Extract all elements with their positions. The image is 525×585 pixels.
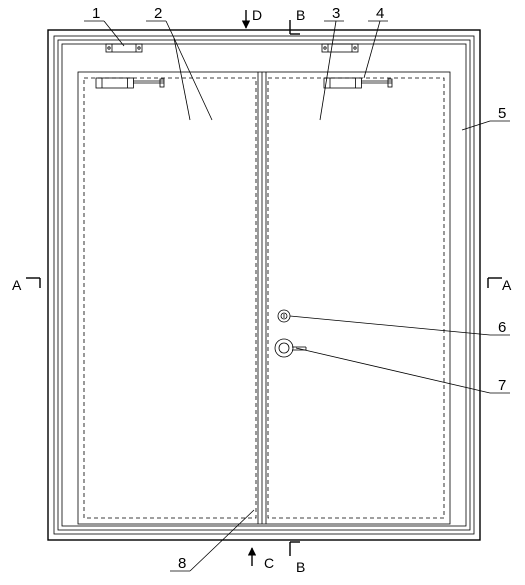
svg-text:D: D xyxy=(252,7,262,23)
lock-cylinder xyxy=(278,310,290,322)
callout-label-8: 8 xyxy=(178,555,186,572)
door-handle xyxy=(275,339,306,357)
svg-text:B: B xyxy=(296,559,305,575)
door-diagram: A A B B D C 1 2 3 4 5 6 7 8 xyxy=(0,0,525,585)
right-leaf-dash xyxy=(268,78,444,518)
callout-label-6: 6 xyxy=(498,319,506,336)
door-closer-1 xyxy=(96,78,164,88)
callout-1 xyxy=(84,21,124,46)
callout-label-7: 7 xyxy=(498,377,506,394)
callout-6 xyxy=(290,316,510,335)
callout-label-3: 3 xyxy=(332,5,340,22)
callout-label-1: 1 xyxy=(92,5,100,22)
svg-text:A: A xyxy=(502,277,512,293)
callout-label-4: 4 xyxy=(376,5,384,22)
callout-5 xyxy=(462,121,510,130)
door-closer-2 xyxy=(324,78,392,88)
door-panels xyxy=(78,72,450,524)
svg-text:C: C xyxy=(264,555,274,571)
left-leaf-dash xyxy=(84,78,256,518)
callout-label-5: 5 xyxy=(498,105,506,122)
frame-outer xyxy=(48,30,480,540)
hinge-top-1 xyxy=(106,44,142,52)
svg-text:B: B xyxy=(296,7,305,23)
hinge-top-2 xyxy=(322,44,358,52)
svg-text:A: A xyxy=(12,277,22,293)
svg-text:2: 2 xyxy=(154,5,162,22)
callout-7 xyxy=(296,348,510,393)
